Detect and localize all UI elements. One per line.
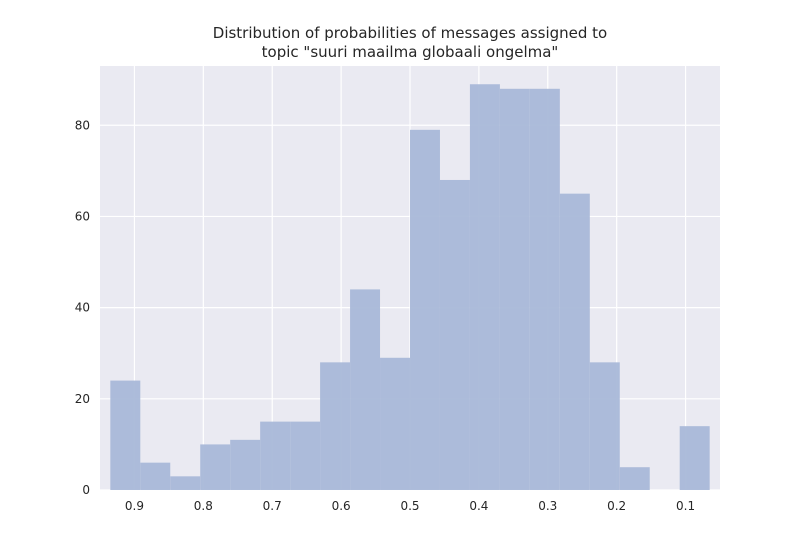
histogram-bar [619,467,650,490]
histogram-bar [140,462,171,490]
histogram-bar [350,289,381,490]
x-tick-label: 0.4 [469,499,488,513]
histogram-bar [260,421,291,490]
histogram-bar [410,129,440,491]
y-tick-label: 80 [75,118,90,132]
histogram-bar [290,421,321,490]
chart-title-line-2: topic "suuri maailma globaali ongelma" [261,43,559,61]
histogram-bar [380,357,410,490]
histogram-bar [589,362,620,490]
x-tick-label: 0.9 [125,499,144,513]
x-tick-label: 0.6 [332,499,351,513]
chart-title: Distribution of probabilities of message… [100,24,720,62]
x-tick-label: 0.3 [538,499,557,513]
histogram-bar [110,380,141,490]
histogram-bars [110,84,710,491]
x-tick-label: 0.7 [263,499,282,513]
histogram-bar [439,179,470,490]
x-tick-label: 0.1 [676,499,695,513]
histogram-bar [529,88,560,490]
histogram-bar [679,426,710,490]
y-tick-label: 20 [75,392,90,406]
chart-title-line-1: Distribution of probabilities of message… [212,24,608,42]
histogram-bar [230,439,261,490]
histogram-bar [200,444,231,490]
histogram-bar [469,84,500,490]
y-tick-label: 0 [82,483,90,497]
histogram-bar [499,88,530,490]
y-axis-ticks: 0 20 40 60 80 [75,118,90,497]
x-tick-label: 0.5 [400,499,419,513]
y-tick-label: 60 [75,209,90,223]
histogram-bar [320,362,351,490]
x-tick-label: 0.8 [194,499,213,513]
histogram-bar [170,476,201,490]
x-tick-label: 0.2 [607,499,626,513]
x-axis-ticks: 0.9 0.8 0.7 0.6 0.5 0.4 0.3 0.2 0.1 [125,499,695,513]
y-tick-label: 40 [75,301,90,315]
histogram-bar [559,193,590,490]
